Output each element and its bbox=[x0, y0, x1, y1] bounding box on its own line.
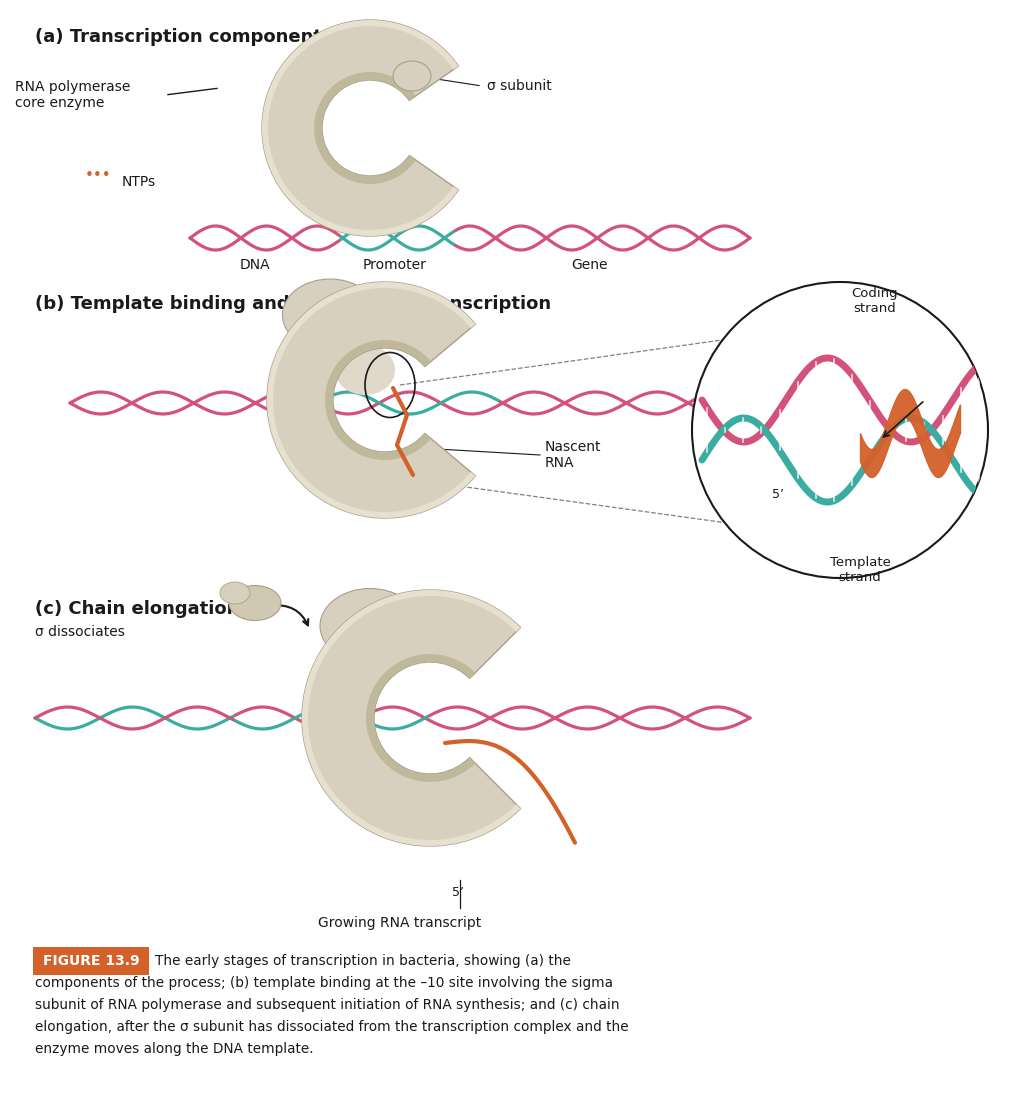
Text: components of the process; (b) template binding at the –10 site involving the si: components of the process; (b) template … bbox=[35, 976, 613, 990]
Text: Gene: Gene bbox=[572, 258, 608, 272]
Text: 5’: 5’ bbox=[452, 886, 464, 899]
Text: enzyme moves along the DNA template.: enzyme moves along the DNA template. bbox=[35, 1043, 314, 1056]
Text: (c) Chain elongation: (c) Chain elongation bbox=[35, 600, 239, 618]
Wedge shape bbox=[302, 590, 521, 846]
Ellipse shape bbox=[283, 279, 377, 351]
Text: Template
strand: Template strand bbox=[829, 556, 890, 584]
Text: 5’: 5’ bbox=[399, 482, 411, 495]
Text: σ dissociates: σ dissociates bbox=[35, 626, 125, 639]
Ellipse shape bbox=[220, 582, 250, 604]
Wedge shape bbox=[314, 72, 416, 184]
Text: 5’: 5’ bbox=[772, 488, 784, 502]
Text: Growing RNA transcript: Growing RNA transcript bbox=[319, 917, 481, 930]
Text: elongation, after the σ subunit has dissociated from the transcription complex a: elongation, after the σ subunit has diss… bbox=[35, 1020, 629, 1034]
Text: DNA: DNA bbox=[240, 258, 270, 272]
Text: σ subunit: σ subunit bbox=[487, 79, 552, 93]
Text: Promoter: Promoter bbox=[363, 258, 427, 272]
Wedge shape bbox=[262, 20, 458, 236]
Wedge shape bbox=[302, 590, 521, 846]
Ellipse shape bbox=[393, 61, 431, 91]
Wedge shape bbox=[366, 655, 475, 782]
Text: NTPs: NTPs bbox=[122, 175, 156, 190]
Wedge shape bbox=[262, 20, 458, 236]
Text: •••: ••• bbox=[85, 167, 112, 183]
Text: Coding
strand: Coding strand bbox=[852, 287, 898, 316]
Text: Nascent
RNA: Nascent RNA bbox=[545, 440, 601, 471]
Ellipse shape bbox=[335, 345, 395, 395]
Text: RNA polymerase
core enzyme: RNA polymerase core enzyme bbox=[15, 80, 130, 110]
Text: The early stages of transcription in bacteria, showing (a) the: The early stages of transcription in bac… bbox=[155, 954, 571, 968]
Text: subunit of RNA polymerase and subsequent initiation of RNA synthesis; and (c) ch: subunit of RNA polymerase and subsequent… bbox=[35, 998, 620, 1012]
Wedge shape bbox=[267, 282, 475, 518]
Ellipse shape bbox=[320, 589, 420, 663]
Wedge shape bbox=[325, 340, 431, 460]
Ellipse shape bbox=[229, 585, 281, 621]
Text: (b) Template binding and initiation of transcription: (b) Template binding and initiation of t… bbox=[35, 295, 551, 313]
Text: FIGURE 13.9: FIGURE 13.9 bbox=[42, 954, 139, 968]
FancyBboxPatch shape bbox=[33, 947, 149, 975]
Text: (a) Transcription components: (a) Transcription components bbox=[35, 28, 333, 46]
Circle shape bbox=[692, 282, 988, 578]
Wedge shape bbox=[267, 282, 475, 518]
